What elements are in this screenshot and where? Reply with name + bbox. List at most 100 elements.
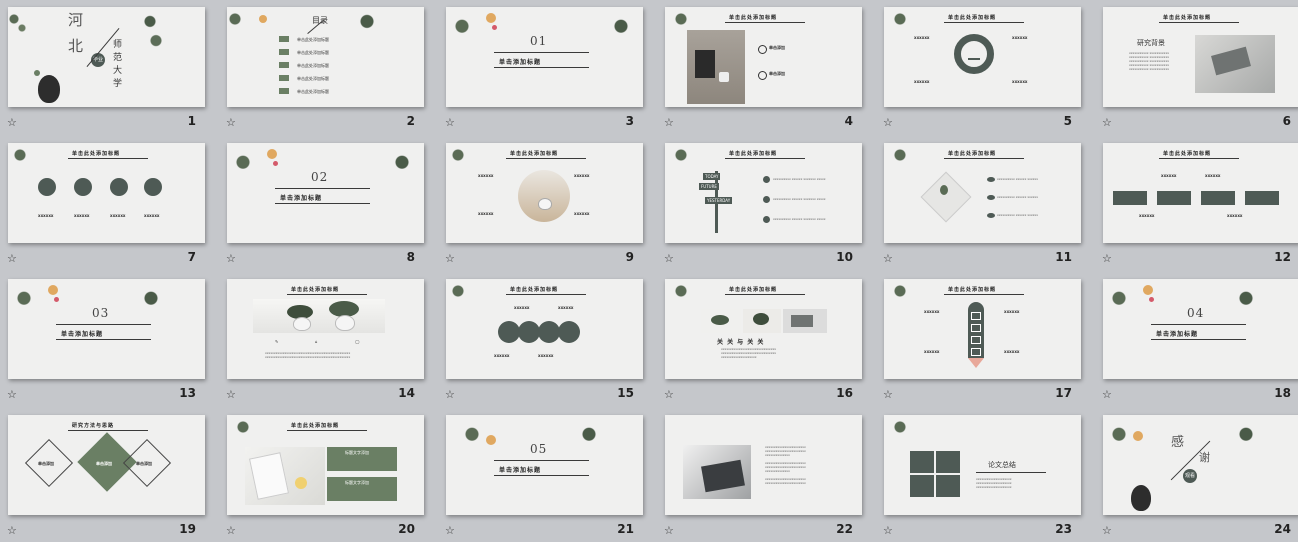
laptop-photo xyxy=(1195,35,1275,93)
thanks-char: 感 xyxy=(1171,435,1185,450)
star-icon[interactable]: ☆ xyxy=(7,252,17,265)
slide-number: 3 xyxy=(625,114,634,128)
divider xyxy=(275,203,370,204)
slide-thumb-8[interactable]: 02 单击添加标题 ☆ 8 xyxy=(219,136,438,270)
slide-9[interactable]: 单击此处添加标题 xxxxxx xxxxxx xxxxxx xxxxxx xyxy=(446,143,643,243)
slide-22[interactable]: xxxxxxxxxxxxxxxxxxxxxxx xxxxxxxxxxxxxxxxx… xyxy=(665,415,862,515)
leaf-decor xyxy=(136,279,166,327)
slide-number: 6 xyxy=(1282,114,1291,128)
star-icon[interactable]: ☆ xyxy=(664,252,674,265)
section-number: 05 xyxy=(530,442,548,456)
slide-thumb-20[interactable]: 单击此处添加标题 标题文字添加 标题文字添加 ☆ 20 xyxy=(219,408,438,542)
star-icon[interactable]: ☆ xyxy=(7,388,17,401)
section-heading: 研究背景 xyxy=(1137,39,1165,47)
slide-3[interactable]: 01 单击添加标题 xyxy=(446,7,643,107)
slide-4[interactable]: 单击此处添加标题 单击添加 单击添加 xyxy=(665,7,862,107)
section-title: 单击添加标题 xyxy=(61,331,104,338)
slide-11[interactable]: 单击此处添加标题 xxxxxxxxxx xxxxxx xxxxxx xxxxxx… xyxy=(884,143,1081,243)
slide-14[interactable]: 单击此处添加标题 ✎ ⌂ ◯ xxxxxxxxxxxxxxxxxxxxxxxxx… xyxy=(227,279,424,379)
slide-13[interactable]: 03 单击添加标题 xyxy=(8,279,205,379)
leaf-decor xyxy=(673,279,693,309)
slide-thumb-1[interactable]: 河 北 毕业 师范大学 ☆ 1 xyxy=(0,0,219,134)
slide-16[interactable]: 单击此处添加标题 关 关 与 关 关 xxxxxxxxxxxxxxxxxxxxx… xyxy=(665,279,862,379)
slide-12[interactable]: 单击此处添加标题 xxxxxx xxxxxx xxxxxx xxxxxx xyxy=(1103,143,1298,243)
slide-6[interactable]: 单击此处添加标题 研究背景 xxxxxxxxxxx xxxxxxxxxxx xxx… xyxy=(1103,7,1298,107)
star-icon[interactable]: ☆ xyxy=(1102,388,1112,401)
star-icon[interactable]: ☆ xyxy=(226,524,236,537)
slide-thumb-16[interactable]: 单击此处添加标题 关 关 与 关 关 xxxxxxxxxxxxxxxxxxxxx… xyxy=(657,272,876,406)
header-rule xyxy=(506,158,586,159)
slide-thumb-17[interactable]: 单击此处添加标题 xxxxxx xxxxxx xxxxxx xxxxxx ☆ 1… xyxy=(876,272,1095,406)
star-icon[interactable]: ☆ xyxy=(1102,252,1112,265)
slide-thumb-3[interactable]: 01 单击添加标题 ☆ 3 xyxy=(438,0,657,134)
star-icon[interactable]: ☆ xyxy=(1102,524,1112,537)
icon-tile xyxy=(910,475,934,497)
leaf-decor xyxy=(450,279,470,309)
star-icon[interactable]: ☆ xyxy=(883,388,893,401)
slide-17[interactable]: 单击此处添加标题 xxxxxx xxxxxx xxxxxx xxxxxx xyxy=(884,279,1081,379)
slide-2[interactable]: 目录 单击此处添加标题 单击此处添加标题 单击此处添加标题 单击此处添加标题 单… xyxy=(227,7,424,107)
slide-10[interactable]: 单击此处添加标题 TODAY FUTURE YESTERDAY xxxxxxxx… xyxy=(665,143,862,243)
slide-thumb-14[interactable]: 单击此处添加标题 ✎ ⌂ ◯ xxxxxxxxxxxxxxxxxxxxxxxxx… xyxy=(219,272,438,406)
star-icon[interactable]: ☆ xyxy=(445,524,455,537)
slide-thumb-12[interactable]: 单击此处添加标题 xxxxxx xxxxxx xxxxxx xxxxxx ☆ 1… xyxy=(1095,136,1298,270)
slide-thumb-15[interactable]: 单击此处添加标题 xxxxxx xxxxxx xxxxxx xxxxxx ☆ 1… xyxy=(438,272,657,406)
star-icon[interactable]: ☆ xyxy=(7,524,17,537)
leaf-decor xyxy=(673,143,693,173)
slide-5[interactable]: 单击此处添加标题 xxxxxx xxxxxx xxxxxx xxxxxx xyxy=(884,7,1081,107)
star-icon[interactable]: ☆ xyxy=(1102,116,1112,129)
slide-thumb-13[interactable]: 03 单击添加标题 ☆ 13 xyxy=(0,272,219,406)
star-icon[interactable]: ☆ xyxy=(883,524,893,537)
star-icon[interactable]: ☆ xyxy=(445,116,455,129)
flower-decor xyxy=(1143,285,1153,295)
slide-thumb-22[interactable]: xxxxxxxxxxxxxxxxxxxxxxx xxxxxxxxxxxxxxxxx… xyxy=(657,408,876,542)
star-icon[interactable]: ☆ xyxy=(664,116,674,129)
star-icon[interactable]: ☆ xyxy=(445,252,455,265)
star-icon[interactable]: ☆ xyxy=(226,116,236,129)
slide-8[interactable]: 02 单击添加标题 xyxy=(227,143,424,243)
header-rule xyxy=(1159,22,1239,23)
slide-24[interactable]: 感 谢 观看 xyxy=(1103,415,1298,515)
caption: 关 关 与 关 关 xyxy=(717,339,765,346)
slide-header: 单击此处添加标题 xyxy=(948,151,997,157)
slide-thumb-23[interactable]: 论文总结 xxxxxxxxxxxxxxxxxxxx xxxxxxxxxxxxxxx… xyxy=(876,408,1095,542)
slide-thumb-24[interactable]: 感 谢 观看 ☆ 24 xyxy=(1095,408,1298,542)
vase-image xyxy=(1131,485,1151,511)
slide-thumb-4[interactable]: 单击此处添加标题 单击添加 单击添加 ☆ 4 xyxy=(657,0,876,134)
leaf-decor xyxy=(673,7,693,37)
slide-thumb-9[interactable]: 单击此处添加标题 xxxxxx xxxxxx xxxxxx xxxxxx ☆ 9 xyxy=(438,136,657,270)
slide-21[interactable]: 05 单击添加标题 xyxy=(446,415,643,515)
slide-23[interactable]: 论文总结 xxxxxxxxxxxxxxxxxxxx xxxxxxxxxxxxxxx… xyxy=(884,415,1081,515)
star-icon[interactable]: ☆ xyxy=(883,252,893,265)
divider xyxy=(494,460,589,461)
slide-thumb-19[interactable]: 研究方法与思路 单击添加 单击添加 单击添加 ☆ 19 xyxy=(0,408,219,542)
slide-number: 15 xyxy=(617,386,634,400)
slide-thumb-7[interactable]: 单击此处添加标题 xxxxxx xxxxxx xxxxxx xxxxxx ☆ 7 xyxy=(0,136,219,270)
slide-20[interactable]: 单击此处添加标题 标题文字添加 标题文字添加 xyxy=(227,415,424,515)
divider xyxy=(275,188,370,189)
slide-thumb-2[interactable]: 目录 单击此处添加标题 单击此处添加标题 单击此处添加标题 单击此处添加标题 单… xyxy=(219,0,438,134)
star-icon[interactable]: ☆ xyxy=(7,116,17,129)
star-icon[interactable]: ☆ xyxy=(664,388,674,401)
slide-thumb-21[interactable]: 05 单击添加标题 ☆ 21 xyxy=(438,408,657,542)
star-icon[interactable]: ☆ xyxy=(883,116,893,129)
slide-thumb-10[interactable]: 单击此处添加标题 TODAY FUTURE YESTERDAY xxxxxxxx… xyxy=(657,136,876,270)
star-icon[interactable]: ☆ xyxy=(664,524,674,537)
slide-header: 单击此处添加标题 xyxy=(1163,151,1212,157)
star-icon[interactable]: ☆ xyxy=(226,252,236,265)
slide-thumb-18[interactable]: 04 单击添加标题 ☆ 18 xyxy=(1095,272,1298,406)
slide-15[interactable]: 单击此处添加标题 xxxxxx xxxxxx xxxxxx xxxxxx xyxy=(446,279,643,379)
icon-tile xyxy=(1245,191,1279,205)
slide-thumb-11[interactable]: 单击此处添加标题 xxxxxxxxxx xxxxxx xxxxxx xxxxxx… xyxy=(876,136,1095,270)
icon-tile xyxy=(910,451,934,473)
body-text: xxxxxxxxxxx xxxxxxxxxxx xxxxxxxxxxx xxxxx… xyxy=(1129,51,1170,71)
slide-thumb-6[interactable]: 单击此处添加标题 研究背景 xxxxxxxxxxx xxxxxxxxxxx xxx… xyxy=(1095,0,1298,134)
star-icon[interactable]: ☆ xyxy=(445,388,455,401)
slide-19[interactable]: 研究方法与思路 单击添加 单击添加 单击添加 xyxy=(8,415,205,515)
slide-18[interactable]: 04 单击添加标题 xyxy=(1103,279,1298,379)
leaf-decor xyxy=(892,415,912,445)
slide-7[interactable]: 单击此处添加标题 xxxxxx xxxxxx xxxxxx xxxxxx xyxy=(8,143,205,243)
star-icon[interactable]: ☆ xyxy=(226,388,236,401)
slide-thumb-5[interactable]: 单击此处添加标题 xxxxxx xxxxxx xxxxxx xxxxxx ☆ 5 xyxy=(876,0,1095,134)
slide-1[interactable]: 河 北 毕业 师范大学 xyxy=(8,7,205,107)
